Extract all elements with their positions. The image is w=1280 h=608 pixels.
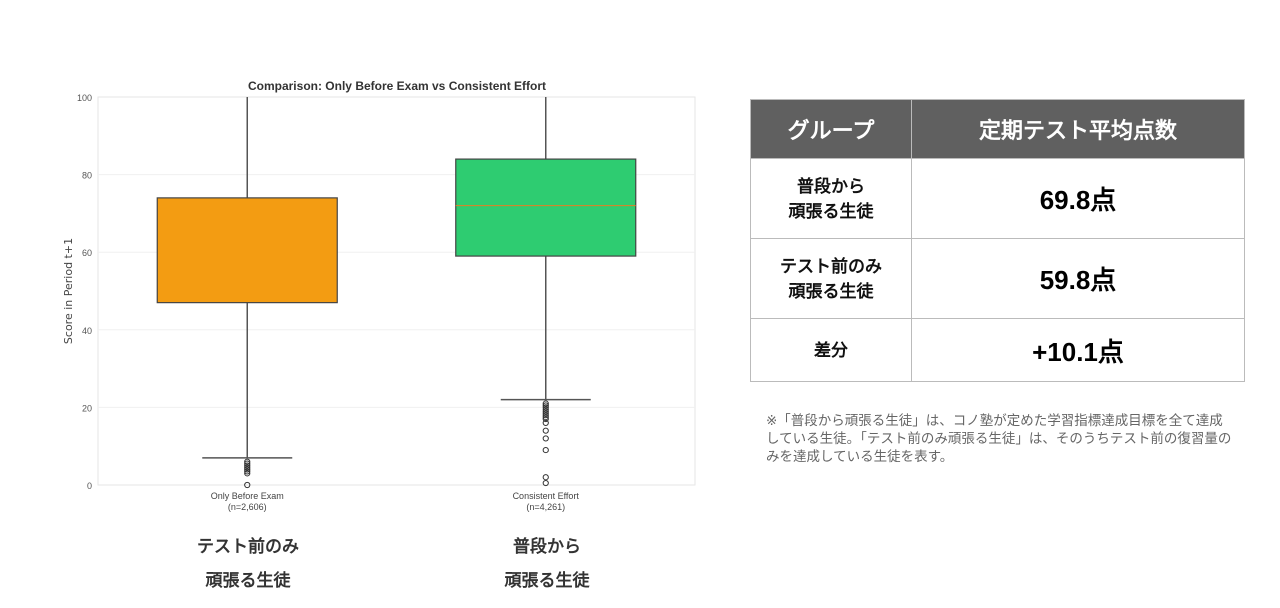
y-axis-label: Score in Period t+1	[62, 238, 75, 344]
outlier-point	[542, 412, 549, 419]
outlier-point	[542, 419, 549, 427]
footnote: ※「普段から頑張る生徒」は、コノ塾が定めた学習指標達成目標を全て達成している生徒…	[766, 413, 1232, 464]
outlier-point	[542, 408, 549, 415]
y-tick-label: 20	[82, 403, 92, 413]
outlier-point	[542, 404, 549, 411]
outlier-point	[244, 481, 251, 489]
table-row: 普段から頑張る生徒 69.8点	[750, 158, 1245, 239]
bottom-label-before-exam: テスト前のみ 頑張る生徒	[148, 530, 348, 598]
y-tick-label: 80	[82, 171, 92, 181]
outlier-point	[244, 464, 251, 471]
value-cell: 69.8点	[911, 158, 1245, 239]
outlier-point	[244, 458, 251, 465]
bottom-label-line: テスト前のみ	[197, 537, 299, 556]
group-cell: 普段から 頑張る生徒	[750, 158, 912, 239]
x-tick-count: (n=2,606)	[228, 502, 267, 512]
header-average: 定期テスト平均点数	[911, 99, 1245, 159]
bottom-label-line: 頑張る生徒	[205, 571, 291, 590]
box-0: Only Before Exam(n=2,606)	[156, 97, 338, 512]
group-cell: 差分	[750, 318, 912, 382]
outlier-point	[244, 462, 251, 469]
table-row: テスト前のみ 頑張る生徒 59.8点	[750, 238, 1245, 319]
outlier-point	[542, 415, 549, 423]
value-cell: 59.8点	[911, 238, 1245, 319]
box	[455, 158, 637, 257]
group-line: 頑張る生徒	[788, 201, 874, 221]
table-row: 差分 +10.1点	[750, 318, 1245, 382]
outlier-point	[542, 414, 549, 421]
x-tick-label: Consistent Effort	[513, 491, 580, 501]
outlier-point	[542, 435, 549, 442]
outlier-point	[244, 470, 251, 477]
outlier-point	[244, 468, 251, 475]
y-tick-label: 100	[77, 93, 92, 103]
group-line: 差分	[814, 340, 848, 360]
bottom-label-line: 普段から	[513, 537, 581, 556]
outlier-point	[542, 479, 549, 487]
group-line: 頑張る生徒	[788, 281, 874, 301]
box-1: Consistent Effort(n=4,261)	[455, 97, 637, 512]
bottom-label-consistent: 普段から 頑張る生徒	[447, 530, 647, 598]
outlier-point	[542, 406, 549, 413]
outlier-point	[244, 460, 251, 467]
group-line: テスト前のみ	[780, 256, 882, 276]
header-group: グループ	[750, 99, 912, 159]
average-score-table: グループ 定期テスト平均点数 普段から頑張る生徒 69.8点 テスト前のみ 頑張る…	[750, 99, 1245, 382]
group-line: 普段から	[797, 176, 865, 196]
chart-title: Comparison: Only Before Exam vs Consiste…	[248, 79, 546, 93]
value-cell: +10.1点	[911, 318, 1245, 382]
y-tick-label: 40	[82, 326, 92, 336]
box-plot-chart: Comparison: Only Before Exam vs Consiste…	[62, 79, 696, 512]
outlier-point	[542, 474, 549, 481]
y-tick-label: 60	[82, 248, 92, 258]
outlier-point	[542, 427, 549, 434]
outlier-point	[542, 446, 549, 454]
x-tick-count: (n=4,261)	[526, 502, 565, 512]
outlier-point	[542, 410, 549, 417]
x-tick-label: Only Before Exam	[211, 491, 284, 501]
table-header-row: グループ 定期テスト平均点数	[750, 99, 1245, 159]
group-cell: テスト前のみ 頑張る生徒	[750, 238, 912, 319]
bottom-label-line: 頑張る生徒	[504, 571, 590, 590]
outlier-point	[542, 400, 549, 407]
y-tick-label: 0	[87, 481, 92, 491]
outlier-point	[244, 466, 251, 473]
outlier-point	[542, 402, 549, 409]
box	[156, 197, 338, 304]
